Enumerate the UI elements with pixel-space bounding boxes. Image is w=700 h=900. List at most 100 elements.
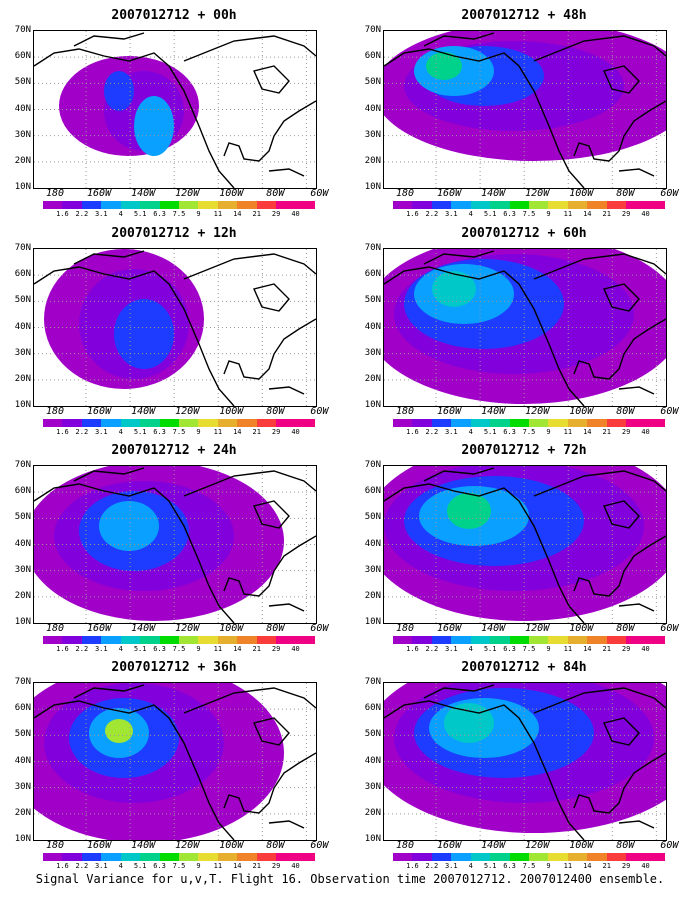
colorbar-label: 40 [291, 428, 300, 436]
colorbar-swatch [626, 853, 646, 861]
colorbar-label: 2.2 [425, 210, 439, 218]
latitude-label: 20N [364, 807, 381, 818]
latitude-label: 20N [364, 155, 381, 166]
latitude-label: 70N [364, 243, 381, 253]
colorbar-label: 40 [291, 210, 300, 218]
colorbar-label: 11 [563, 210, 573, 218]
colorbar-swatch [178, 853, 199, 861]
colorbar-label: 6.3 [503, 210, 516, 218]
latitude-label: 30N [14, 781, 31, 792]
longitude-label: 60W [310, 406, 329, 417]
latitude-label: 40N [364, 538, 381, 549]
colorbar-label: 5.1 [133, 862, 147, 870]
latitude-label: 60N [364, 269, 381, 280]
latitude-label: 70N [364, 25, 381, 35]
colorbar-label: 4 [118, 428, 123, 436]
variance-contour [134, 96, 174, 156]
map-area [383, 682, 667, 841]
colorbar-swatch [451, 636, 471, 644]
colorbar-swatch [567, 636, 588, 644]
colorbar-label: 11 [213, 645, 223, 653]
colorbar-label: 1.6 [406, 645, 419, 653]
longitude-label: 80W [266, 188, 285, 199]
colorbar-label: 6.3 [153, 645, 166, 653]
colorbar-label: 29 [271, 428, 281, 436]
colorbar-label: 9 [546, 862, 551, 870]
colorbar [43, 201, 315, 209]
longitude-label: 60W [660, 406, 679, 417]
longitude-label: 100W [569, 406, 594, 417]
colorbar-swatch [81, 636, 102, 644]
colorbar-swatch [81, 853, 102, 861]
variance-contour [105, 719, 133, 743]
latitude-label: 30N [14, 564, 31, 575]
latitude-label: 10N [14, 834, 31, 844]
colorbar-label: 7.5 [522, 645, 536, 653]
colorbar-swatch [528, 853, 549, 861]
colorbar-swatch [140, 419, 160, 427]
colorbar-label: 3.1 [94, 645, 108, 653]
colorbar-label: 40 [641, 428, 650, 436]
colorbar-label: 14 [583, 428, 592, 436]
colorbar-swatch [393, 636, 413, 644]
colorbar-swatch [140, 853, 160, 861]
colorbar-label: 11 [213, 210, 223, 218]
latitude-label: 60N [14, 703, 31, 714]
latitude-label: 30N [364, 564, 381, 575]
colorbar-swatch [101, 201, 121, 209]
colorbar-label: 21 [602, 428, 611, 436]
colorbar-label: 14 [233, 210, 242, 218]
colorbar-swatch [509, 201, 529, 209]
colorbar-swatch [606, 419, 627, 427]
colorbar-label: 4 [468, 428, 473, 436]
longitude-label: 140W [481, 623, 506, 634]
colorbar-swatch [237, 201, 257, 209]
longitude-label: 160W [437, 188, 462, 199]
colorbar-label: 7.5 [172, 428, 186, 436]
colorbar-swatch [412, 201, 432, 209]
longitude-label: 140W [131, 840, 156, 851]
colorbar-swatch [256, 201, 277, 209]
colorbar-swatch [509, 419, 529, 427]
colorbar-swatch [451, 201, 471, 209]
colorbar-label: 2.2 [75, 862, 89, 870]
latitude-label: 20N [14, 807, 31, 818]
colorbar-swatch [237, 419, 257, 427]
colorbar-label: 2.2 [75, 645, 89, 653]
colorbar-swatch [81, 419, 102, 427]
colorbar-swatch [120, 636, 141, 644]
latitude-label: 20N [14, 590, 31, 601]
latitude-label: 40N [14, 755, 31, 766]
colorbar-swatch [567, 419, 588, 427]
longitude-label: 100W [219, 623, 244, 634]
colorbar-swatch [62, 853, 82, 861]
colorbar-swatch [490, 201, 510, 209]
colorbar-swatch [198, 636, 218, 644]
colorbar-label: 21 [252, 862, 261, 870]
latitude-label: 30N [364, 781, 381, 792]
colorbar-swatch [606, 853, 627, 861]
colorbar-label: 9 [546, 645, 551, 653]
longitude-label: 100W [219, 840, 244, 851]
map-area [33, 465, 317, 624]
colorbar-swatch [159, 853, 179, 861]
colorbar-swatch [43, 853, 63, 861]
colorbar-swatch [431, 636, 452, 644]
colorbar-label: 6.3 [153, 862, 166, 870]
variance-field [384, 466, 666, 623]
longitude-label: 140W [481, 188, 506, 199]
colorbar-label: 7.5 [172, 645, 186, 653]
colorbar-label: 4 [118, 645, 123, 653]
panel-title: 2007012712 + 60h [461, 226, 587, 241]
colorbar-label: 7.5 [522, 862, 536, 870]
colorbar-swatch [470, 853, 491, 861]
colorbar-swatch [178, 419, 199, 427]
colorbar-label: 5.1 [133, 645, 147, 653]
latitude-label: 40N [364, 321, 381, 332]
colorbar [393, 636, 665, 644]
figure-caption: Signal Variance for u,v,T. Flight 16. Ob… [35, 872, 665, 886]
colorbar-label: 3.1 [444, 645, 458, 653]
longitude-label: 80W [266, 840, 285, 851]
longitude-label: 160W [87, 623, 112, 634]
latitude-label: 70N [14, 25, 31, 35]
